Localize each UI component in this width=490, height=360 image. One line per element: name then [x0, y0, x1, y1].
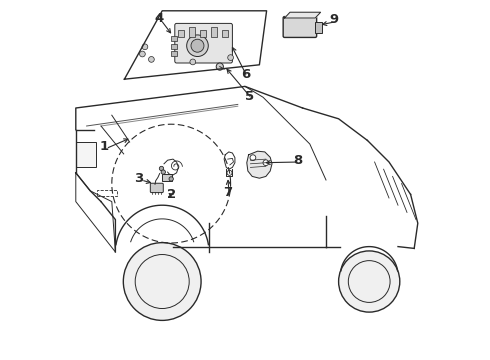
Circle shape [140, 51, 145, 57]
Text: 1: 1 [99, 140, 108, 153]
FancyBboxPatch shape [283, 17, 317, 37]
Text: 3: 3 [134, 172, 144, 185]
Text: 6: 6 [241, 68, 250, 81]
Circle shape [142, 44, 148, 50]
Text: 2: 2 [167, 188, 176, 201]
Bar [98, 190, 117, 196]
Bar [211, 27, 217, 37]
Bar [171, 44, 177, 49]
Bar [222, 30, 228, 37]
Circle shape [159, 166, 164, 171]
Text: 4: 4 [154, 12, 164, 24]
Polygon shape [247, 151, 272, 178]
Circle shape [187, 35, 208, 57]
Circle shape [191, 39, 204, 52]
Bar [189, 27, 195, 37]
Bar [171, 36, 177, 41]
Circle shape [250, 155, 256, 161]
Circle shape [123, 243, 201, 320]
Bar [315, 22, 321, 33]
Circle shape [148, 57, 154, 62]
Circle shape [161, 170, 166, 174]
Bar [171, 51, 177, 56]
FancyBboxPatch shape [175, 23, 232, 63]
Text: 8: 8 [293, 154, 302, 167]
Text: 9: 9 [330, 13, 339, 26]
Text: 7: 7 [222, 186, 232, 199]
Text: 5: 5 [245, 90, 254, 103]
Polygon shape [285, 12, 320, 18]
Bar [162, 174, 172, 181]
Circle shape [228, 55, 233, 60]
FancyBboxPatch shape [150, 183, 163, 193]
Circle shape [339, 251, 400, 312]
Bar [200, 30, 206, 37]
Bar [76, 142, 96, 167]
Circle shape [216, 63, 223, 70]
Circle shape [263, 160, 269, 166]
Circle shape [169, 177, 173, 181]
Circle shape [190, 59, 196, 65]
Bar [178, 30, 184, 37]
